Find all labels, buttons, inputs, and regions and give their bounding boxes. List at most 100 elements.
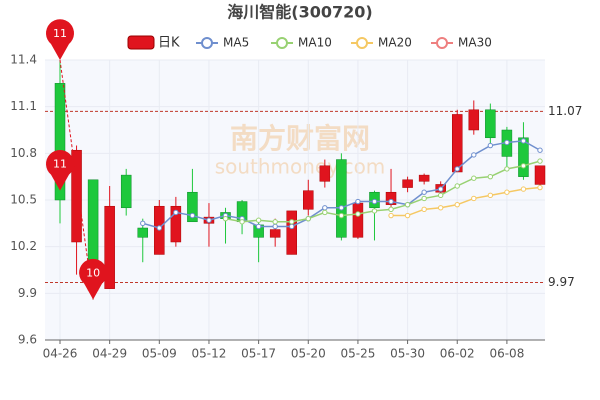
ma-point — [255, 217, 262, 223]
ma-point — [255, 223, 262, 230]
y-tick-label: 10.8 — [10, 146, 37, 160]
x-tick-label: 04-29 — [92, 347, 127, 361]
annotation-pin — [46, 19, 75, 60]
candle-body — [352, 202, 364, 238]
ma-point — [338, 205, 345, 211]
ma-point — [404, 212, 411, 219]
ma-point — [454, 183, 460, 189]
ma-point — [437, 205, 444, 211]
candle-body — [485, 109, 496, 139]
ma-point — [487, 173, 494, 180]
x-tick-label: 05-25 — [340, 347, 375, 361]
annotation-label: 10 — [86, 267, 100, 280]
ma-point — [156, 225, 163, 231]
ma-point — [504, 166, 510, 172]
x-tick-label: 05-12 — [192, 347, 227, 361]
y-tick-label: 11.1 — [10, 99, 37, 113]
ma-point — [471, 152, 477, 158]
ma-point — [421, 189, 427, 195]
y-tick-label: 10.2 — [10, 239, 37, 253]
candle-body — [170, 205, 182, 243]
candle-body — [451, 114, 463, 173]
candle-body — [303, 190, 314, 210]
ma-point — [355, 211, 361, 217]
ma-point — [388, 206, 394, 213]
candle-body — [104, 205, 115, 289]
ma-point — [471, 175, 477, 181]
chart-title: 海川智能(300720) — [227, 3, 372, 22]
ma-point — [322, 209, 328, 216]
legend-swatch-dot — [201, 37, 213, 49]
annotation-pin — [79, 258, 108, 300]
ma-point — [239, 219, 245, 225]
ma-point — [305, 215, 311, 222]
watermark: 南方财富网 — [230, 122, 370, 155]
legend-label: MA10 — [298, 36, 332, 50]
ma-point — [206, 217, 212, 223]
candle-body — [286, 210, 297, 255]
ma-point — [371, 208, 378, 214]
legend-label: MA20 — [378, 36, 412, 50]
x-tick-label: 05-17 — [241, 347, 276, 361]
ma-point — [222, 215, 229, 222]
candle-body — [336, 159, 347, 238]
ma-point — [520, 163, 527, 169]
ma-point — [322, 205, 328, 211]
x-tick-label: 04-26 — [43, 347, 78, 361]
candle-body — [385, 191, 397, 205]
candle-body — [402, 179, 413, 188]
y-tick-label: 9.6 — [18, 333, 37, 347]
candle-body — [137, 227, 149, 238]
candle-body — [120, 174, 132, 209]
x-tick-label: 06-02 — [440, 347, 475, 361]
ma-point — [487, 192, 494, 199]
legend-label: MA30 — [458, 36, 492, 50]
ma-point — [289, 219, 295, 225]
ma-point — [173, 209, 179, 216]
ma-line — [391, 186, 541, 217]
ma-point — [520, 138, 527, 144]
y-tick-label: 10.5 — [10, 193, 37, 207]
annotation-label: 11 — [53, 27, 67, 40]
ma-point — [355, 198, 361, 205]
legend-swatch-dot — [436, 37, 448, 49]
candle-body — [54, 83, 66, 201]
annotation-pin — [46, 149, 74, 191]
ma-point — [140, 220, 146, 227]
candle-body — [534, 165, 546, 185]
legend-candle-icon — [127, 35, 155, 50]
candle-body — [319, 165, 331, 182]
ma-point — [272, 223, 278, 230]
ma-point — [471, 195, 477, 202]
ma-point — [388, 212, 394, 219]
ma-point — [404, 201, 411, 208]
ma-line — [225, 160, 541, 223]
ma-point — [289, 223, 295, 230]
x-tick-label: 06-08 — [489, 347, 524, 361]
ma-point — [454, 201, 460, 208]
legend-swatch-dot — [356, 37, 368, 49]
candle-body — [269, 229, 281, 238]
annotation-connector — [59, 59, 94, 300]
ma-point — [537, 184, 543, 191]
x-tick-label: 05-30 — [390, 347, 425, 361]
legend-swatch-dot — [276, 37, 288, 49]
ma-point — [437, 192, 444, 199]
ma-point — [371, 198, 378, 205]
x-tick-label: 05-09 — [142, 347, 177, 361]
ma-point — [504, 189, 510, 195]
x-tick-label: 05-20 — [291, 347, 326, 361]
candle-body — [468, 109, 480, 131]
ma-point — [388, 198, 394, 205]
watermark-sub: southmoney.com — [215, 155, 386, 179]
legend-label: MA5 — [223, 36, 249, 50]
candle-body — [71, 149, 82, 243]
legend-label: 日K — [158, 36, 180, 51]
y-tick-label: 11.4 — [10, 53, 37, 67]
candle-body — [187, 191, 198, 223]
candle-body — [518, 137, 529, 177]
ma-point — [272, 219, 278, 225]
ma-point — [520, 186, 527, 192]
reference-label: 11.07 — [548, 104, 582, 118]
